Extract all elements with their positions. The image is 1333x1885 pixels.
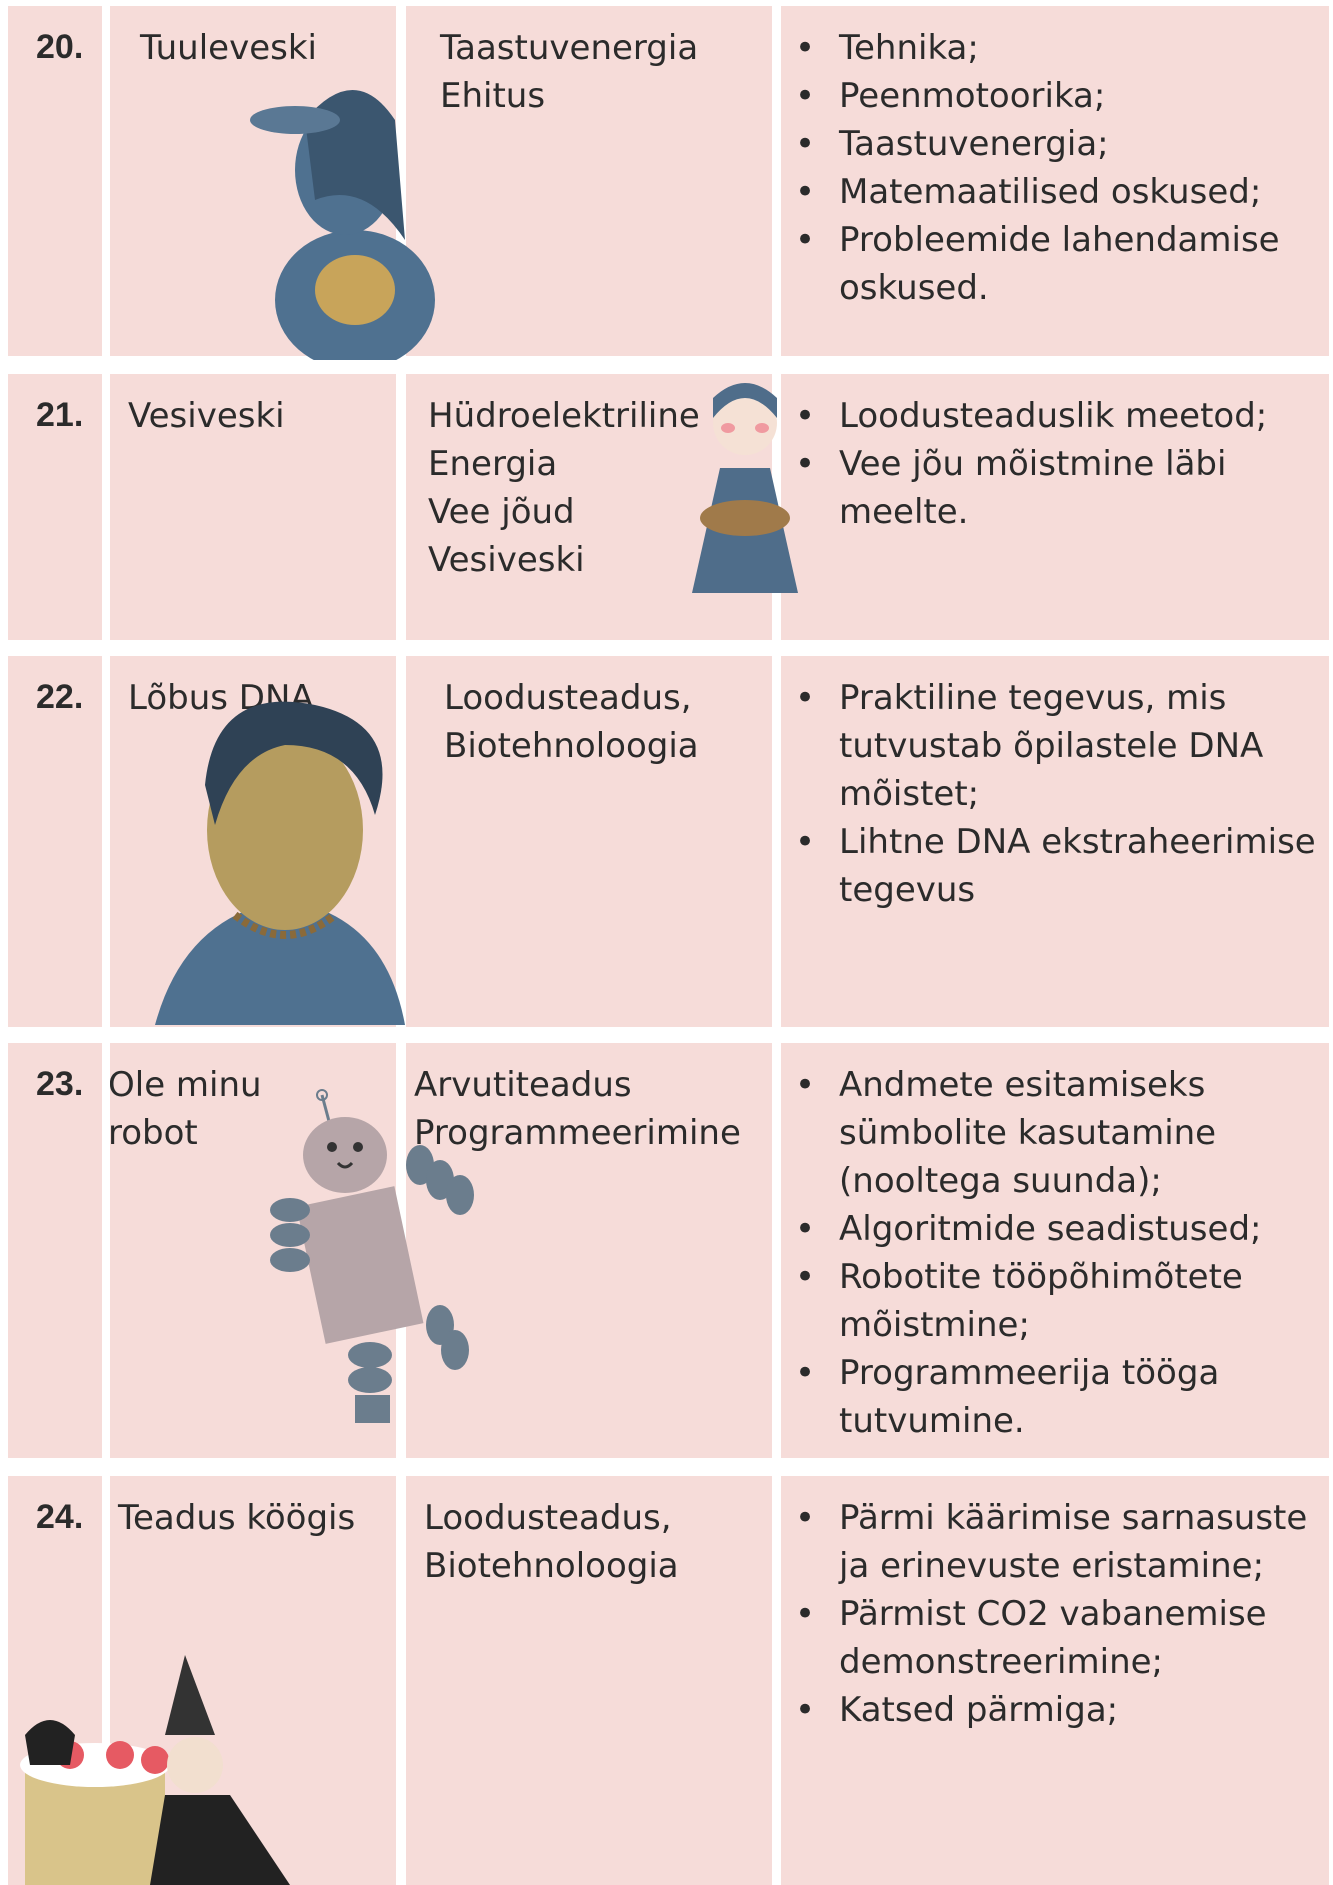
subject-line: Loodusteadus, <box>424 1498 672 1538</box>
subject-line: Programmeerimine <box>414 1113 741 1153</box>
skill-item: Probleemide lahendamise oskused. <box>795 216 1329 312</box>
subject-line: Energia <box>428 444 558 484</box>
skill-list: Praktiline tegevus, mis tutvustab õpilas… <box>781 674 1329 914</box>
subject-line: Vee jõud <box>428 492 575 532</box>
subject-line: Vesiveski <box>428 540 585 580</box>
skill-item: Pärmist CO2 vabanemise demonstreerimine; <box>795 1590 1329 1686</box>
activity-title: Vesiveski <box>128 396 285 436</box>
subject-list: Hüdroelektriline Energia Vee jõud Vesiveski <box>428 392 700 584</box>
subject-list: Loodusteadus, Biotehnoloogia <box>444 674 699 770</box>
skill-item: Programmeerija tööga tutvumine. <box>795 1349 1329 1445</box>
skill-list: Tehnika;Peenmotoorika;Taastuvenergia;Mat… <box>781 24 1329 312</box>
subject-list: Arvutiteadus Programmeerimine <box>414 1061 741 1157</box>
skill-item: Algoritmide seadistused; <box>795 1205 1329 1253</box>
skill-item: Peenmotoorika; <box>795 72 1329 120</box>
skill-item: Taastuvenergia; <box>795 120 1329 168</box>
activity-title: Ole minu robot <box>110 1065 262 1153</box>
table-cell: Taastuvenergia Ehitus <box>406 6 772 356</box>
skill-item: Lihtne DNA ekstraheerimise tegevus <box>795 818 1329 914</box>
illustration <box>155 701 405 1025</box>
row-number: 23. <box>36 1065 84 1103</box>
subject-line: Hüdroelektriline <box>428 396 700 436</box>
skill-list: Andmete esitamiseks sümbolite kasutamine… <box>781 1061 1329 1445</box>
row-number: 24. <box>36 1498 84 1536</box>
table-cell: Loodusteadus, Biotehnoloogia <box>406 1476 772 1885</box>
skill-item: Katsed pärmiga; <box>795 1686 1329 1734</box>
skill-list: Loodusteaduslik meetod;Vee jõu mõistmine… <box>781 392 1329 536</box>
skill-item: Vee jõu mõistmine läbi meelte. <box>795 440 1329 536</box>
skill-item: Praktiline tegevus, mis tutvustab õpilas… <box>795 674 1329 818</box>
skill-item: Tehnika; <box>795 24 1329 72</box>
table-cell: Loodusteadus, Biotehnoloogia <box>406 656 772 1027</box>
skill-item: Matemaatilised oskused; <box>795 168 1329 216</box>
subject-line: Taastuvenergia <box>440 28 699 68</box>
skill-list: Pärmi käärimise sarnasuste ja erinevuste… <box>781 1494 1329 1734</box>
table-cell: 20. <box>8 6 102 356</box>
table-cell: 22. <box>8 656 102 1027</box>
table-cell: 21. <box>8 374 102 640</box>
table-cell: Pärmi käärimise sarnasuste ja erinevuste… <box>781 1476 1329 1885</box>
skill-item: Pärmi käärimise sarnasuste ja erinevuste… <box>795 1494 1329 1590</box>
table-cell: Loodusteaduslik meetod;Vee jõu mõistmine… <box>781 374 1329 640</box>
activity-title: Tuuleveski <box>140 28 317 68</box>
subject-line: Loodusteadus, <box>444 678 692 718</box>
table-cell: Tehnika;Peenmotoorika;Taastuvenergia;Mat… <box>781 6 1329 356</box>
subject-list: Taastuvenergia Ehitus <box>440 24 698 120</box>
subject-line: Ehitus <box>440 76 546 116</box>
illustration <box>250 90 435 360</box>
table-cell: Arvutiteadus Programmeerimine <box>406 1043 772 1458</box>
skill-item: Andmete esitamiseks sümbolite kasutamine… <box>795 1061 1329 1205</box>
row-number: 22. <box>36 678 84 716</box>
skill-item: Loodusteaduslik meetod; <box>795 392 1329 440</box>
activity-title: Teadus köögis <box>118 1498 356 1538</box>
skill-item: Robotite tööpõhimõtete mõistmine; <box>795 1253 1329 1349</box>
row-number: 21. <box>36 396 84 434</box>
subject-line: Arvutiteadus <box>414 1065 632 1105</box>
table-cell: Praktiline tegevus, mis tutvustab õpilas… <box>781 656 1329 1027</box>
illustration <box>270 1089 474 1423</box>
illustration <box>692 383 798 593</box>
subject-list: Loodusteadus, Biotehnoloogia <box>424 1494 679 1590</box>
subject-line: Biotehnoloogia <box>444 726 699 766</box>
subject-line: Biotehnoloogia <box>424 1546 679 1586</box>
illustration <box>20 1655 290 1885</box>
table-cell: Vesiveski <box>110 374 396 640</box>
table-cell: 23. <box>8 1043 102 1458</box>
table-cell: Andmete esitamiseks sümbolite kasutamine… <box>781 1043 1329 1458</box>
row-number: 20. <box>36 28 84 66</box>
